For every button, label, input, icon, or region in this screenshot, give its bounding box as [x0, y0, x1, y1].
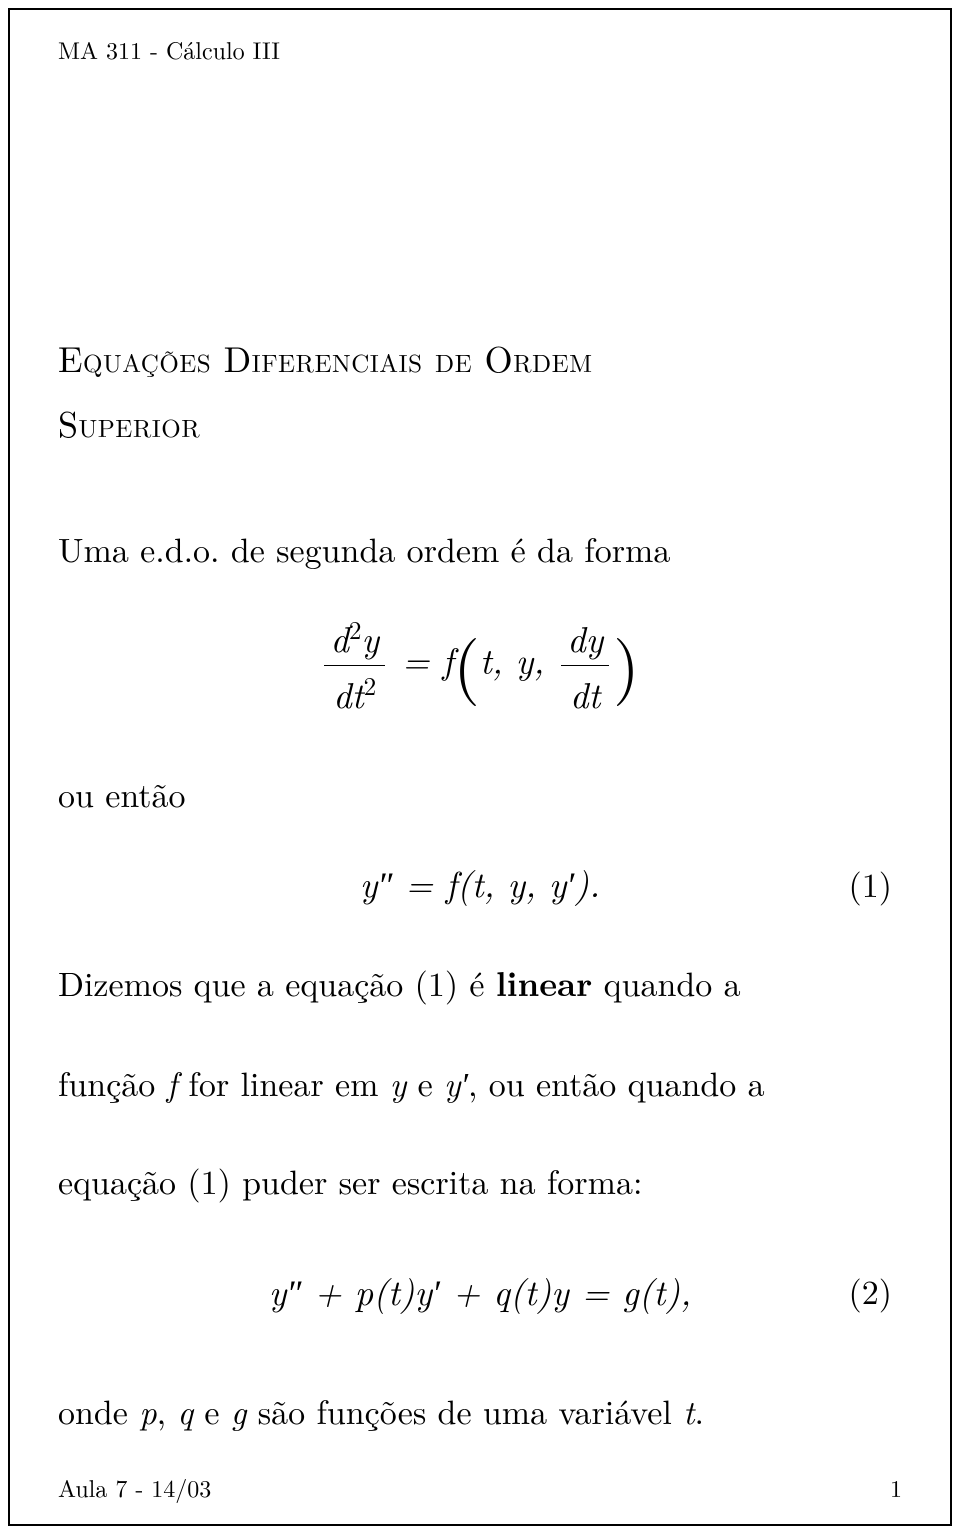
sup-2-den: 2: [364, 668, 377, 703]
ou-entao: ou então: [58, 749, 902, 837]
page-border: MA 311 - Cálculo III Equações Diferencia…: [8, 8, 952, 1526]
y: y: [361, 612, 379, 663]
fraction-dy-dt: dy dt: [561, 612, 609, 719]
para-funcao: função f for linear em y e y′, ou então …: [58, 1038, 902, 1126]
dy: dy: [561, 612, 609, 666]
p4-q: q: [177, 1386, 193, 1434]
title-line-2: Superior: [58, 397, 200, 448]
sup-2: 2: [349, 612, 362, 647]
intro-text: Uma e.d.o. de segunda ordem é da forma: [58, 504, 902, 592]
p4-t: t: [683, 1386, 694, 1434]
equation-3: y″ + p(t)y′ + q(t)y = g(t), (2): [58, 1265, 902, 1316]
p2-d: , ou então quando a: [468, 1058, 765, 1106]
page-content: MA 311 - Cálculo III Equações Diferencia…: [10, 10, 950, 1524]
footer-left: Aula 7 - 14/03: [58, 1470, 211, 1504]
title-line-1: Equações Diferenciais de Ordem: [58, 332, 593, 383]
p4-d: são funções de uma variável: [246, 1386, 683, 1434]
para-onde: onde p, q e g são funções de uma variáve…: [58, 1366, 902, 1454]
fraction-lhs: d2y dt2: [324, 612, 385, 719]
eq3-number: (2): [849, 1266, 892, 1314]
p2-yp: y′: [444, 1058, 468, 1106]
para1-a: Dizemos que a equação (1) é: [58, 958, 496, 1006]
para-escrita: equação (1) puder ser escrita na forma:: [58, 1136, 902, 1224]
p4-p: p: [139, 1386, 156, 1434]
lparen-icon: (: [453, 612, 479, 709]
eq2-number: (1): [849, 859, 892, 907]
dt2: dt: [561, 666, 609, 719]
p4-c: e: [193, 1386, 231, 1434]
p2-c: e: [406, 1058, 444, 1106]
page-title: Equações Diferenciais de Ordem Superior: [58, 326, 902, 456]
eq2-text: y″ = f(t, y, y′).: [360, 857, 600, 908]
p4-e: .: [694, 1386, 703, 1434]
f-func: f: [442, 633, 453, 684]
p2-y: y: [390, 1058, 407, 1106]
p4-a: onde: [58, 1386, 139, 1434]
args: t, y,: [480, 633, 557, 684]
equation-1: d2y dt2 = f(t, y, dy dt ): [58, 612, 902, 719]
page-footer: Aula 7 - 14/03 1: [58, 1470, 902, 1504]
rparen-icon: ): [613, 612, 639, 709]
footer-right: 1: [890, 1470, 902, 1504]
dt: dt: [333, 668, 363, 719]
p2-f: f: [167, 1058, 177, 1106]
equation-2: y″ = f(t, y, y′). (1): [58, 857, 902, 908]
p2-a: função: [58, 1058, 167, 1106]
linear-bold: linear: [496, 958, 592, 1007]
p4-b: ,: [157, 1386, 178, 1434]
para-linear: Dizemos que a equação (1) é linear quand…: [58, 938, 902, 1027]
eq3-text: y″ + p(t)y′ + q(t)y = g(t),: [269, 1265, 691, 1316]
equals: =: [402, 633, 443, 684]
course-header: MA 311 - Cálculo III: [58, 32, 902, 66]
para1-b: quando a: [592, 958, 740, 1006]
p4-g: g: [231, 1386, 247, 1434]
d: d: [330, 612, 348, 663]
p2-b: for linear em: [177, 1058, 390, 1106]
